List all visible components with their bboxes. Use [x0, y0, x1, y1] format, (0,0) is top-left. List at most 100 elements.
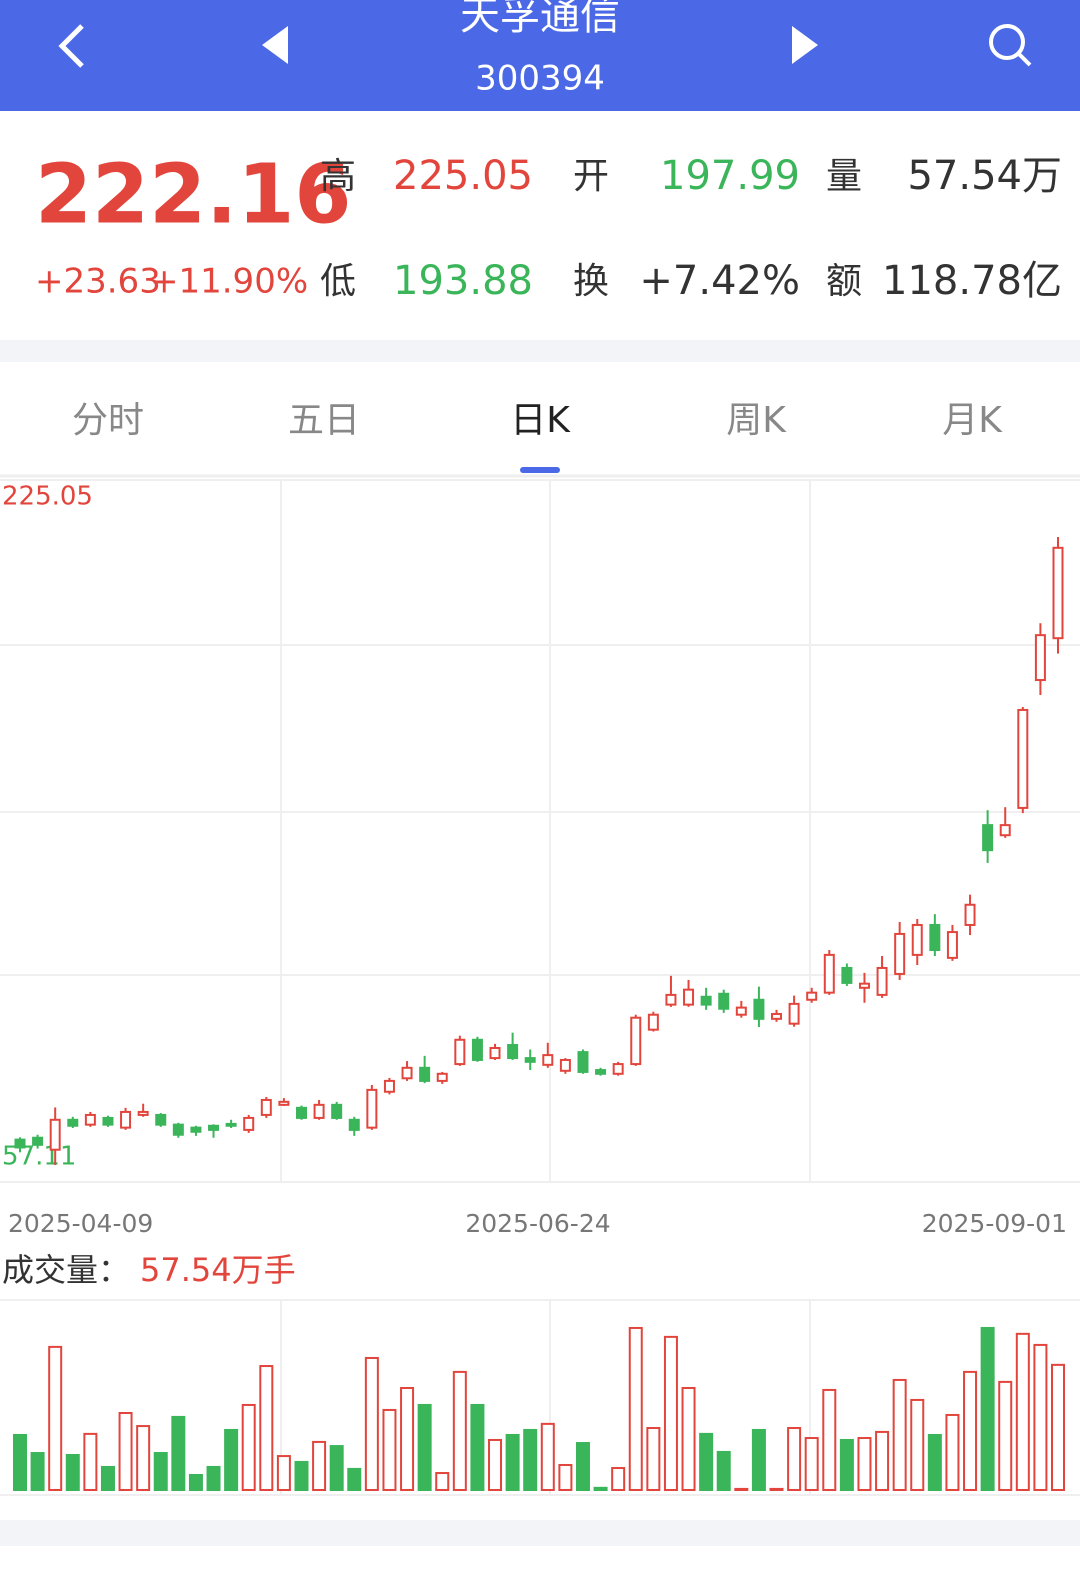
candle-body — [49, 1118, 61, 1151]
candle-body — [647, 1013, 659, 1031]
volume-bar — [892, 1378, 907, 1491]
volume-bar — [83, 1432, 98, 1492]
candle-body — [683, 988, 695, 1006]
volume-bar — [963, 1370, 978, 1491]
field-value: 197.99 — [660, 153, 800, 199]
volume-bar — [136, 1425, 151, 1492]
candle-body — [84, 1113, 96, 1126]
x-tick-label: 2025-06-24 — [465, 1209, 610, 1238]
field-value: 225.05 — [393, 153, 533, 199]
volume-bar — [65, 1453, 80, 1492]
candle-body — [454, 1038, 466, 1066]
stock-code: 300394 — [475, 59, 605, 99]
y-tick-label: 57.11 — [2, 1142, 76, 1172]
volume-bar — [312, 1440, 327, 1491]
price: 222.16 — [35, 147, 351, 242]
volume-bar — [435, 1472, 450, 1492]
volume-value: 57.54万手 — [140, 1251, 296, 1289]
candle-body — [771, 1012, 783, 1020]
field-label: 额 — [826, 261, 862, 302]
separator — [0, 340, 1080, 362]
candle-body — [1017, 708, 1029, 809]
volume-bar — [575, 1442, 590, 1492]
volume-bar — [470, 1403, 485, 1492]
volume-bar — [839, 1438, 854, 1491]
field-label: 换 — [573, 261, 609, 302]
candle-body — [32, 1136, 44, 1146]
volume-bar — [980, 1326, 995, 1492]
volume-bar — [646, 1427, 661, 1491]
back-button[interactable] — [58, 24, 84, 68]
field-label: 高 — [320, 156, 356, 197]
volume-bar — [945, 1413, 960, 1492]
volume-bar — [452, 1370, 467, 1491]
tab[interactable]: 分时 — [72, 400, 144, 441]
candle-body — [753, 998, 765, 1020]
candle-body — [471, 1038, 483, 1061]
volume-bar — [628, 1326, 643, 1492]
candle-body — [401, 1066, 413, 1080]
candle-body — [102, 1116, 114, 1126]
candle-body — [524, 1057, 536, 1063]
candle-body — [331, 1103, 343, 1119]
volume-bar — [540, 1422, 555, 1492]
candle-body — [964, 903, 976, 926]
candle-body — [577, 1051, 589, 1073]
tab[interactable]: 五日 — [288, 400, 360, 441]
volume-bar — [611, 1467, 626, 1491]
volume-bar — [259, 1365, 274, 1492]
candle-body — [999, 824, 1011, 837]
volume-bar — [382, 1408, 397, 1491]
change: +23.63 — [35, 262, 161, 302]
candle-body — [507, 1044, 519, 1060]
field-value: +7.42% — [639, 258, 800, 304]
candle-body — [665, 993, 677, 1006]
volume-bar — [927, 1433, 942, 1492]
candle-body — [208, 1124, 220, 1131]
volume-bar — [488, 1438, 503, 1491]
volume-bar — [118, 1412, 133, 1492]
volume-bar — [716, 1450, 731, 1491]
volume-title: 成交量： — [2, 1251, 130, 1289]
tab[interactable]: 月K — [942, 400, 1003, 441]
volume-bar — [206, 1465, 221, 1491]
next-button[interactable] — [792, 26, 818, 64]
field-label: 低 — [320, 261, 356, 302]
volume-bar — [276, 1455, 291, 1491]
candle-body — [172, 1123, 184, 1136]
search-button[interactable] — [989, 24, 1032, 67]
candle-body — [894, 932, 906, 975]
candle-body — [700, 995, 712, 1006]
candle-body — [383, 1079, 395, 1093]
candle-body — [858, 982, 870, 989]
volume-bar — [188, 1473, 203, 1492]
candle-body — [612, 1063, 624, 1075]
volume-bar — [329, 1445, 344, 1491]
candle-body — [823, 953, 835, 994]
candle-body — [137, 1110, 149, 1116]
volume-bar — [505, 1433, 520, 1492]
candle-body — [982, 824, 994, 852]
prev-button[interactable] — [262, 26, 288, 64]
volume-bar — [910, 1398, 925, 1491]
volume-bar — [681, 1386, 696, 1492]
tab[interactable]: 周K — [726, 400, 787, 441]
tab[interactable]: 日K — [510, 400, 571, 441]
candle-body — [419, 1066, 431, 1082]
volume-bar — [804, 1437, 819, 1491]
candle-body — [841, 966, 853, 984]
volume-bar — [1051, 1363, 1065, 1491]
volume-bar — [875, 1430, 890, 1491]
volume-bar — [364, 1356, 379, 1492]
volume-bar — [523, 1428, 538, 1491]
candle-body — [436, 1072, 448, 1082]
volume-bar — [593, 1486, 608, 1491]
volume-bar — [822, 1388, 837, 1491]
candle-body — [1034, 634, 1046, 682]
candle-body — [366, 1088, 378, 1129]
candle-body — [14, 1138, 26, 1149]
candle-body — [735, 1006, 747, 1016]
volume-bar — [857, 1437, 872, 1491]
